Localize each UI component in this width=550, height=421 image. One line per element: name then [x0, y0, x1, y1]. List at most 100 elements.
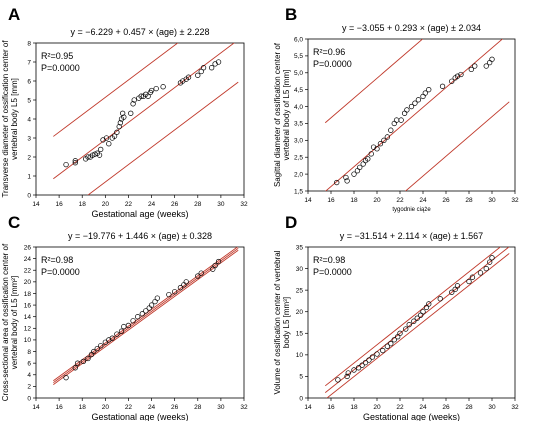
r-squared-label: R²=0.98: [313, 255, 345, 265]
x-tick-label: 20: [373, 197, 381, 204]
data-point: [489, 56, 495, 62]
x-tick-label: 22: [125, 404, 133, 411]
data-point: [130, 318, 136, 324]
data-point: [411, 318, 417, 324]
data-point: [131, 97, 137, 103]
x-tick-label: 26: [171, 404, 179, 411]
data-point: [208, 65, 215, 71]
x-tick-label: 30: [488, 197, 496, 204]
data-point: [138, 93, 144, 99]
data-point: [403, 326, 409, 332]
y-tick-label: 1,5: [294, 188, 303, 195]
data-point: [160, 84, 166, 90]
data-point: [391, 337, 397, 343]
x-tick-label: 26: [442, 197, 450, 204]
y-tick-label: 2: [27, 154, 31, 161]
data-point: [183, 279, 189, 285]
upper-band-line: [53, 43, 179, 137]
data-point: [454, 73, 461, 79]
data-point: [468, 66, 474, 73]
p-value-label: P=0.0000: [41, 267, 80, 277]
y-tick-label: 20: [296, 309, 304, 316]
x-tick-label: 16: [55, 404, 63, 411]
data-point: [117, 120, 124, 126]
data-point: [72, 158, 78, 164]
data-point: [198, 270, 204, 276]
data-point: [74, 360, 81, 366]
lower-band-line: [404, 101, 510, 191]
data-point: [335, 377, 341, 383]
y-tick-label: 15: [296, 331, 304, 338]
data-point: [215, 59, 222, 65]
lower-band-line: [87, 81, 239, 195]
data-point: [85, 355, 91, 362]
data-point: [355, 365, 362, 371]
x-tick-label: 26: [442, 404, 450, 411]
y-tick-label: 10: [24, 337, 32, 344]
x-tick-label: 24: [148, 404, 156, 411]
data-point: [103, 135, 110, 141]
data-point: [362, 359, 369, 366]
data-point: [148, 302, 155, 308]
data-point: [487, 259, 493, 265]
y-tick-label: 3,0: [294, 138, 303, 145]
y-tick-label: 26: [24, 244, 32, 251]
data-point: [415, 97, 422, 103]
x-tick-label: 22: [396, 197, 404, 204]
upper-band-line: [324, 39, 424, 124]
data-point: [368, 151, 374, 157]
y-tick-label: 2,0: [294, 171, 303, 178]
data-point: [489, 255, 495, 261]
data-point: [116, 123, 122, 130]
data-point: [106, 141, 112, 147]
chart-panel-d: Dy = −31.514 + 2.114 × (age) ± 1.567 14 16…: [273, 213, 519, 421]
x-tick-label: 18: [79, 404, 87, 411]
y-axis-label: vertebral body of L5 [mm²]: [10, 276, 19, 369]
data-point: [449, 78, 455, 84]
data-point: [72, 160, 78, 166]
y-tick-label: 4: [27, 372, 31, 379]
data-point: [422, 90, 428, 96]
y-axis-label: Cross-sectional area of ossification cen…: [1, 243, 10, 401]
x-tick-label: 14: [32, 201, 40, 208]
data-point: [388, 340, 394, 347]
y-tick-label: 4,0: [294, 104, 303, 111]
upper-band-line: [53, 247, 239, 382]
y-tick-label: 8: [27, 40, 31, 47]
data-point: [80, 358, 87, 365]
x-tick-label: 32: [511, 404, 519, 411]
data-point: [125, 322, 132, 329]
data-point: [343, 174, 349, 181]
plot-frame: [35, 246, 245, 399]
y-axis-label: Sagittal diameter of ossification center…: [273, 42, 282, 187]
data-point: [351, 367, 357, 373]
data-point: [114, 129, 120, 135]
y-tick-label: 16: [24, 302, 32, 309]
y-tick-label: 3: [27, 135, 31, 142]
y-tick-label: 4,5: [294, 87, 303, 94]
data-point: [120, 110, 126, 116]
data-point: [344, 178, 350, 184]
data-point: [85, 154, 91, 160]
data-point: [139, 311, 145, 317]
data-point: [466, 278, 472, 285]
x-axis-label: Gestational age (weeks): [91, 412, 188, 421]
y-axis-label: Volume of ossification center of vertebr…: [273, 250, 282, 394]
y-tick-label: 5: [299, 374, 303, 381]
chart-title: y = −3.055 + 0.293 × (age) ± 2.034: [342, 23, 481, 33]
x-tick-label: 32: [240, 404, 248, 411]
x-tick-label: 26: [171, 201, 179, 208]
data-point: [357, 164, 363, 171]
data-point: [154, 295, 160, 301]
data-point: [63, 161, 69, 168]
x-tick-label: 30: [488, 404, 496, 411]
y-tick-label: 18: [24, 291, 32, 298]
data-point: [109, 335, 115, 341]
data-point: [96, 152, 103, 158]
data-point: [212, 262, 218, 269]
data-point: [397, 330, 403, 336]
data-point: [365, 156, 371, 162]
data-point: [381, 137, 387, 143]
y-axis-label: body L5 [mm³]: [282, 297, 291, 348]
